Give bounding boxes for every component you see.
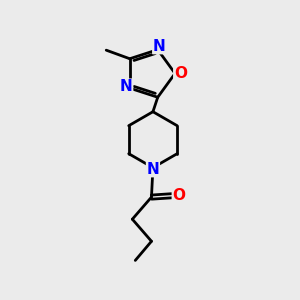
Text: O: O <box>174 66 187 81</box>
Text: O: O <box>172 188 185 203</box>
Text: N: N <box>153 39 166 54</box>
Text: N: N <box>147 162 159 177</box>
Text: N: N <box>120 79 133 94</box>
